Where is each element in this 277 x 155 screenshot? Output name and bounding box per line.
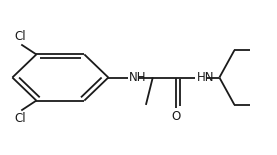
Text: O: O <box>171 110 181 123</box>
Text: Cl: Cl <box>14 30 26 43</box>
Text: NH: NH <box>129 71 147 84</box>
Text: Cl: Cl <box>14 112 26 125</box>
Text: HN: HN <box>197 71 214 84</box>
